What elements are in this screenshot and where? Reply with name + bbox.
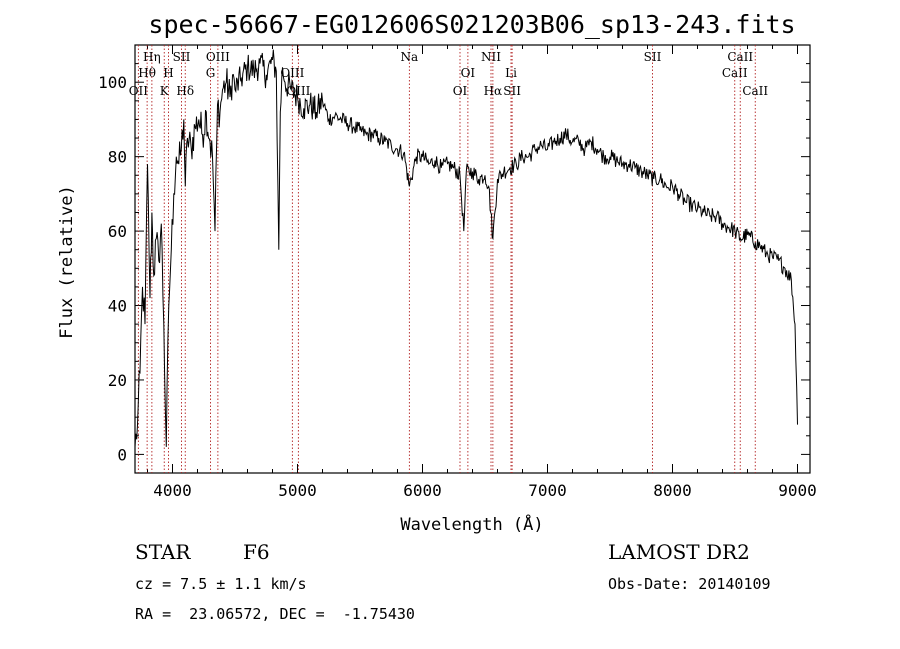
x-axis-label: Wavelength (Å) [400, 513, 543, 535]
line-marker-label: Hα [484, 84, 503, 98]
line-marker-label: CaII [742, 84, 768, 98]
line-marker-label: OI [453, 84, 468, 98]
chart-title: spec-56667-EG012606S021203B06_sp13-243.f… [148, 10, 795, 39]
line-marker-label: OIII [286, 84, 310, 98]
line-marker-label: Li [505, 66, 517, 80]
line-marker-label: Na [401, 50, 419, 64]
survey-name: LAMOST DR2 [608, 540, 750, 564]
object-subclass: F6 [243, 540, 270, 564]
plot-frame [134, 44, 811, 474]
line-marker-label: Hθ [138, 66, 156, 80]
line-marker-label: OIII [206, 50, 230, 64]
x-tick-label: 5000 [278, 481, 317, 500]
object-class: STAR [135, 540, 191, 564]
line-marker-label: Hδ [176, 84, 194, 98]
line-marker-label: K [160, 84, 170, 98]
y-tick-label: 20 [108, 371, 127, 390]
line-marker-label: NII [481, 50, 501, 64]
axis-ticks: 4000 5000 6000 7000 8000 9000 0 20 40 60 80 100 [98, 45, 817, 500]
line-marker-label: SII [644, 50, 662, 64]
line-marker-label: H [163, 66, 173, 80]
y-tick-label: 80 [108, 148, 127, 167]
y-axis-label: Flux (relative) [57, 185, 77, 339]
line-marker-label: Hη [143, 50, 161, 64]
line-marker-label: G [206, 66, 216, 80]
spectral-line-markers: OIIHθHηKHSIIHδGOIIIOIIIOIIINaOIOINIIHαLi… [129, 45, 768, 473]
line-marker-label: SII [173, 50, 191, 64]
x-tick-label: 4000 [153, 481, 192, 500]
y-tick-label: 40 [108, 297, 127, 316]
y-tick-label: 100 [98, 73, 127, 92]
redshift-velocity: cz = 7.5 ± 1.1 km/s [135, 575, 307, 593]
observation-date: Obs-Date: 20140109 [608, 575, 771, 593]
line-marker-label: CaII [722, 66, 748, 80]
x-tick-label: 9000 [778, 481, 817, 500]
x-tick-label: 8000 [653, 481, 692, 500]
x-tick-label: 6000 [403, 481, 442, 500]
x-tick-label: 7000 [528, 481, 567, 500]
y-tick-label: 60 [108, 222, 127, 241]
line-marker-label: OI [461, 66, 476, 80]
line-marker-label: OII [129, 84, 149, 98]
line-marker-label: SII [503, 84, 521, 98]
spectrum-line [134, 49, 798, 447]
coordinates: RA = 23.06572, DEC = -1.75430 [135, 605, 415, 623]
y-tick-label: 0 [117, 445, 127, 464]
line-marker-label: CaII [727, 50, 753, 64]
